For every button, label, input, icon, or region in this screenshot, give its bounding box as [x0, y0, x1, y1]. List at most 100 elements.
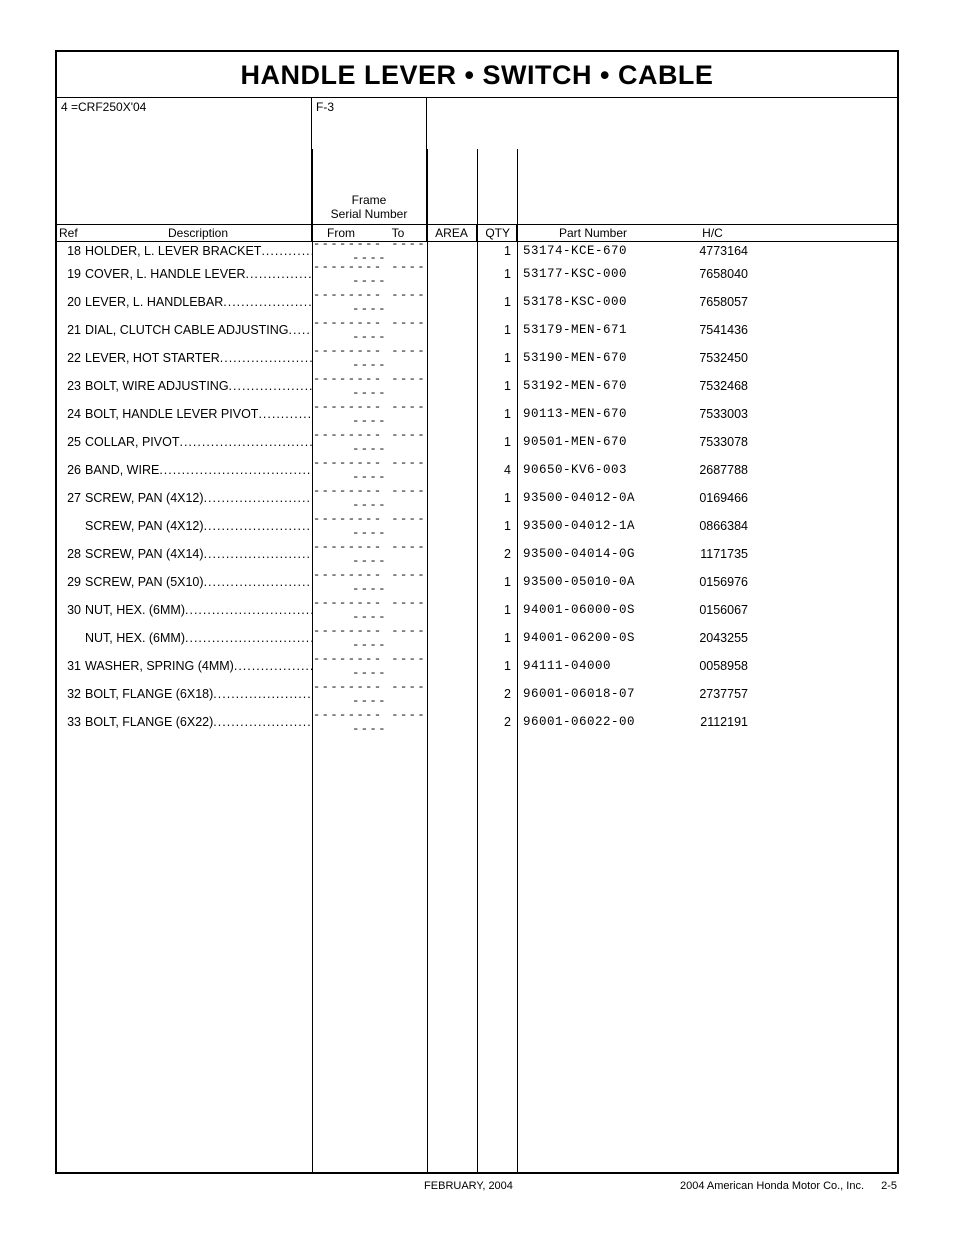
- cell-qty: 1: [477, 658, 517, 674]
- cell-hc: 0058958: [665, 658, 760, 674]
- cell-ref: 21: [57, 322, 85, 338]
- cell-serial: -------- --------: [312, 400, 427, 428]
- header-qty: QTY: [477, 225, 517, 241]
- header-description: Description: [85, 225, 312, 241]
- cell-area: [427, 609, 477, 611]
- cell-qty: 2: [477, 546, 517, 562]
- cell-part-number: 96001-06018-07: [517, 686, 665, 702]
- cell-ref: 22: [57, 350, 85, 366]
- cell-ref: 29: [57, 574, 85, 590]
- section-code: F-3: [316, 100, 422, 114]
- cell-part-number: 96001-06022-00: [517, 714, 665, 730]
- cell-description: SCREW, PAN (4X12).......................…: [85, 491, 312, 505]
- cell-serial: -------- --------: [312, 708, 427, 736]
- cell-ref: 32: [57, 686, 85, 702]
- cell-part-number: 94111-04000: [517, 658, 665, 674]
- parts-table-frame: HANDLE LEVER • SWITCH • CABLE 4 =CRF250X…: [55, 50, 899, 1174]
- cell-ref: 31: [57, 658, 85, 674]
- cell-hc: 1171735: [665, 546, 760, 562]
- page: HANDLE LEVER • SWITCH • CABLE 4 =CRF250X…: [0, 0, 954, 1235]
- cell-hc: 7532468: [665, 378, 760, 394]
- cell-hc: 2112191: [665, 714, 760, 730]
- frame-label-1: Frame: [352, 193, 387, 207]
- table-row: 26BAND, WIRE............................…: [57, 456, 897, 484]
- cell-area: [427, 469, 477, 471]
- parts-rows: 18HOLDER, L. LEVER BRACKET..............…: [57, 242, 897, 736]
- cell-description: COVER, L. HANDLE LEVER..................…: [85, 267, 312, 281]
- cell-qty: 1: [477, 574, 517, 590]
- frame-label-2: Serial Number: [331, 207, 408, 221]
- cell-part-number: 53177-KSC-000: [517, 266, 665, 282]
- cell-serial: -------- --------: [312, 372, 427, 400]
- cell-area: [427, 497, 477, 499]
- cell-area: [427, 553, 477, 555]
- cell-area: [427, 581, 477, 583]
- cell-part-number: 53190-MEN-670: [517, 350, 665, 366]
- cell-qty: 1: [477, 406, 517, 422]
- table-row: 21DIAL, CLUTCH CABLE ADJUSTING..........…: [57, 316, 897, 344]
- footer-date: FEBRUARY, 2004: [257, 1180, 680, 1192]
- footer-right: 2004 American Honda Motor Co., Inc. 2-5: [680, 1180, 897, 1192]
- header-area: AREA: [427, 225, 477, 241]
- cell-part-number: 94001-06200-0S: [517, 630, 665, 646]
- cell-description: COLLAR, PIVOT...........................…: [85, 435, 312, 449]
- cell-ref: 19: [57, 266, 85, 282]
- meta-row: 4 =CRF250X'04 F-3 Frame Serial Number: [57, 98, 897, 224]
- table-row: 22LEVER, HOT STARTER....................…: [57, 344, 897, 372]
- cell-ref: 26: [57, 462, 85, 478]
- cell-ref: [57, 637, 85, 639]
- cell-serial: -------- --------: [312, 484, 427, 512]
- cell-qty: 1: [477, 378, 517, 394]
- cell-qty: 4: [477, 462, 517, 478]
- table-row: 27SCREW, PAN (4X12).....................…: [57, 484, 897, 512]
- cell-serial: -------- --------: [312, 568, 427, 596]
- cell-part-number: 93500-04012-0A: [517, 490, 665, 506]
- cell-description: NUT, HEX. (6MM).........................…: [85, 603, 312, 617]
- cell-description: WASHER, SPRING (4MM)....................…: [85, 659, 312, 673]
- table-row: 18HOLDER, L. LEVER BRACKET..............…: [57, 242, 897, 260]
- table-row: 23BOLT, WIRE ADJUSTING..................…: [57, 372, 897, 400]
- cell-part-number: 53179-MEN-671: [517, 322, 665, 338]
- table-row: 29SCREW, PAN (5X10).....................…: [57, 568, 897, 596]
- cell-area: [427, 357, 477, 359]
- cell-qty: 1: [477, 602, 517, 618]
- cell-hc: 0156976: [665, 574, 760, 590]
- cell-qty: 2: [477, 686, 517, 702]
- cell-part-number: 94001-06000-0S: [517, 602, 665, 618]
- table-row: 24BOLT, HANDLE LEVER PIVOT..............…: [57, 400, 897, 428]
- cell-hc: 7541436: [665, 322, 760, 338]
- cell-hc: 2737757: [665, 686, 760, 702]
- cell-qty: 1: [477, 490, 517, 506]
- cell-hc: 0156067: [665, 602, 760, 618]
- cell-serial: -------- --------: [312, 428, 427, 456]
- cell-part-number: 90501-MEN-670: [517, 434, 665, 450]
- table-row: 25COLLAR, PIVOT.........................…: [57, 428, 897, 456]
- cell-qty: 2: [477, 714, 517, 730]
- cell-ref: 18: [57, 243, 85, 259]
- cell-ref: 27: [57, 490, 85, 506]
- cell-area: [427, 721, 477, 723]
- cell-qty: 1: [477, 518, 517, 534]
- cell-ref: 25: [57, 434, 85, 450]
- cell-description: SCREW, PAN (4X12).......................…: [85, 519, 312, 533]
- cell-part-number: 53178-KSC-000: [517, 294, 665, 310]
- cell-qty: 1: [477, 243, 517, 259]
- cell-part-number: 90650-KV6-003: [517, 462, 665, 478]
- cell-ref: 33: [57, 714, 85, 730]
- cell-qty: 1: [477, 322, 517, 338]
- table-row: SCREW, PAN (4X12).......................…: [57, 512, 897, 540]
- cell-area: [427, 693, 477, 695]
- cell-description: BOLT, WIRE ADJUSTING....................…: [85, 379, 312, 393]
- table-row: 30NUT, HEX. (6MM).......................…: [57, 596, 897, 624]
- page-footer: FEBRUARY, 2004 2004 American Honda Motor…: [55, 1174, 899, 1192]
- cell-ref: 24: [57, 406, 85, 422]
- cell-ref: 30: [57, 602, 85, 618]
- cell-description: BOLT, HANDLE LEVER PIVOT................…: [85, 407, 312, 421]
- cell-serial: -------- --------: [312, 260, 427, 288]
- cell-area: [427, 441, 477, 443]
- cell-area: [427, 385, 477, 387]
- cell-part-number: 93500-04014-0G: [517, 546, 665, 562]
- column-headers: Ref Description From To AREA QTY Part Nu…: [57, 224, 897, 242]
- cell-part-number: 93500-05010-0A: [517, 574, 665, 590]
- cell-qty: 1: [477, 294, 517, 310]
